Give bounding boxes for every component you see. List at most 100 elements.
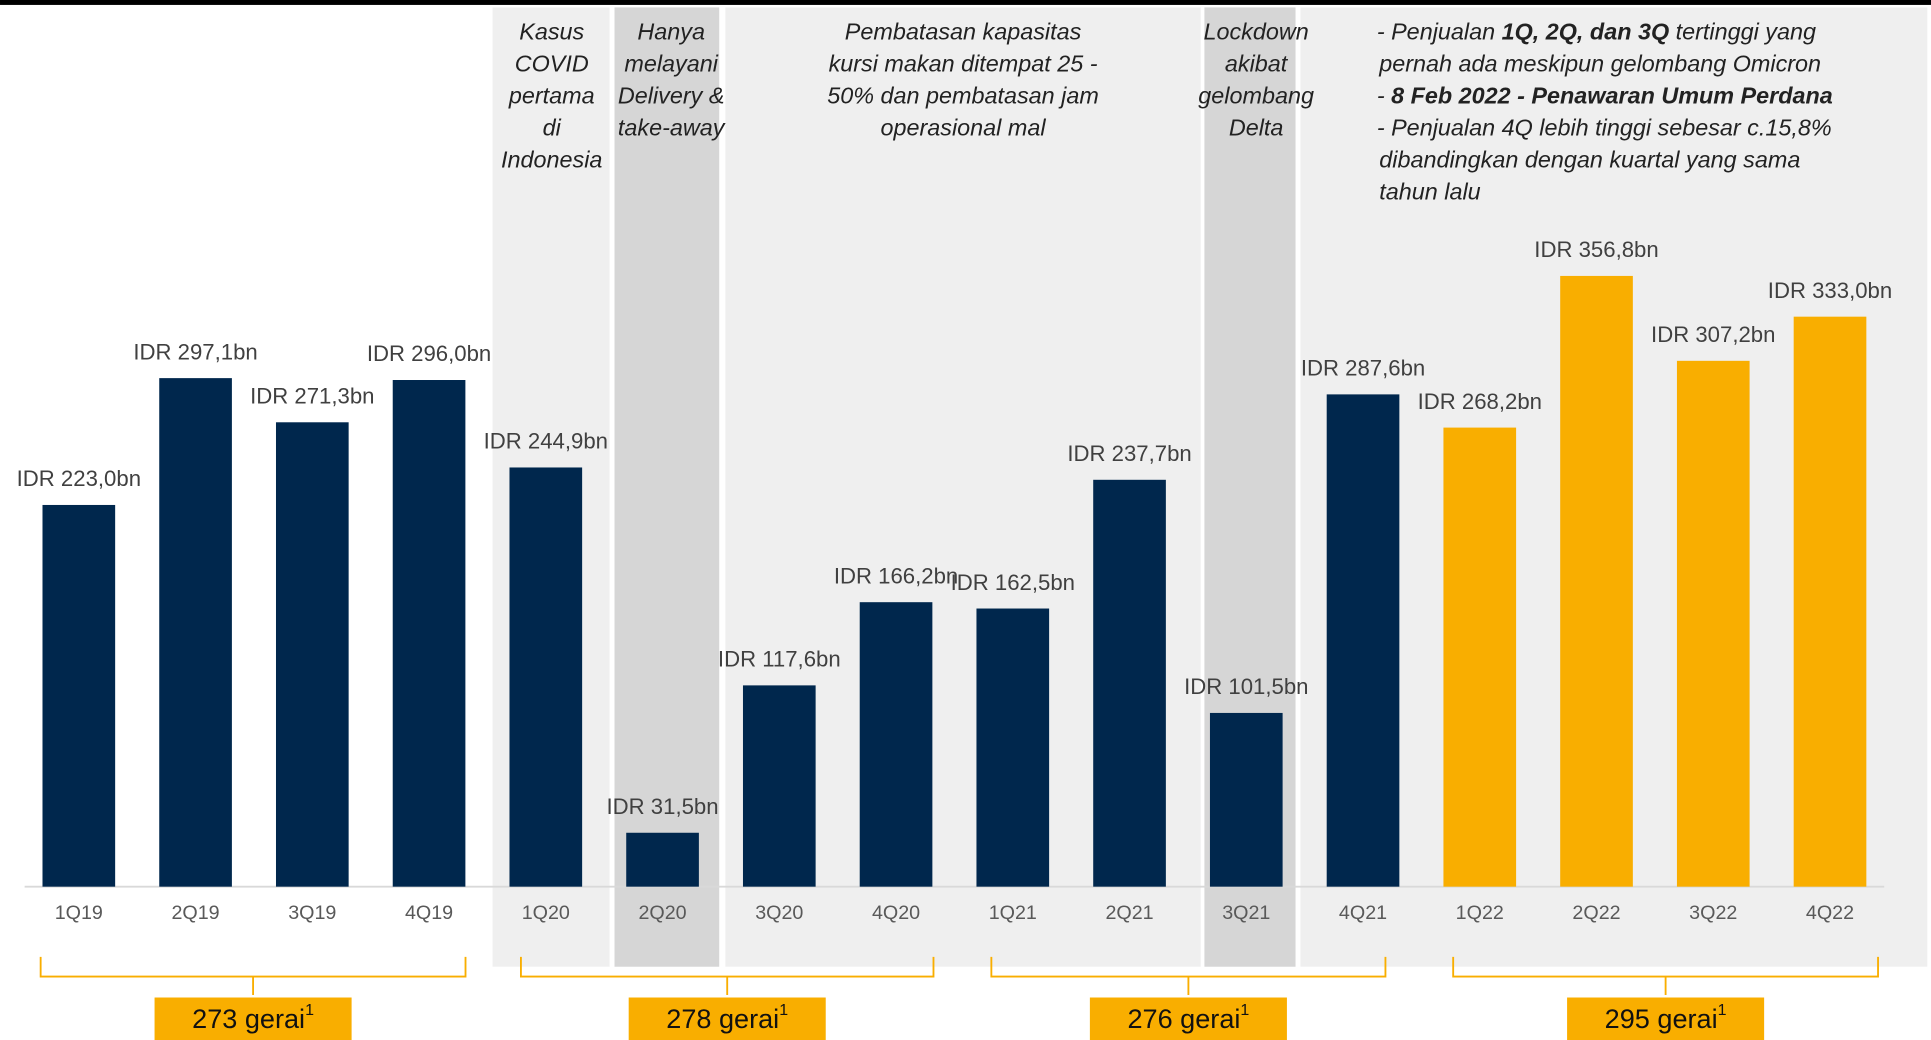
x-tick-label: 3Q22 xyxy=(1689,902,1737,924)
note-line: pernah ada meskipun gelombang Omicron xyxy=(1378,50,1821,76)
value-label: IDR 356,8bn xyxy=(1534,237,1658,262)
annotation: Delivery & xyxy=(618,82,725,108)
value-label: IDR 307,2bn xyxy=(1651,322,1775,347)
value-label: IDR 297,1bn xyxy=(133,339,257,364)
bar xyxy=(1326,394,1400,887)
bar xyxy=(42,504,116,887)
group-box xyxy=(628,997,826,1040)
annotation: take-away xyxy=(618,114,726,140)
annotation: gelombang xyxy=(1198,82,1314,108)
bar xyxy=(1209,712,1283,887)
x-tick-label: 2Q19 xyxy=(171,902,219,924)
x-tick-label: 3Q21 xyxy=(1222,902,1270,924)
note-line: tahun lalu xyxy=(1379,179,1480,205)
note-line: dibandingkan dengan kuartal yang sama xyxy=(1379,146,1800,172)
bar xyxy=(859,602,933,887)
note-part: - Penjualan xyxy=(1377,18,1502,44)
group-label: 273 gerai1 xyxy=(192,1002,314,1034)
annotation: Delta xyxy=(1229,114,1284,140)
annotation: Lockdown xyxy=(1204,18,1309,44)
x-tick-label: 1Q19 xyxy=(55,902,103,924)
x-tick-label: 1Q20 xyxy=(522,902,570,924)
group-label: 276 gerai1 xyxy=(1127,1002,1249,1034)
note-part: 1Q, 2Q, dan 3Q xyxy=(1502,18,1670,44)
x-tick-label: 2Q21 xyxy=(1105,902,1153,924)
bar xyxy=(509,467,583,887)
bracket xyxy=(1452,956,1879,996)
group-label: 278 gerai1 xyxy=(666,1002,788,1034)
annotation: 50% dan pembatasan jam xyxy=(827,82,1099,108)
annotation: operasional mal xyxy=(881,114,1047,140)
note-part: 8 Feb 2022 - Penawaran Umum Perdana xyxy=(1391,82,1833,108)
top-rule xyxy=(0,0,1931,5)
note-part: tahun lalu xyxy=(1379,179,1480,205)
annotation: pertama xyxy=(508,82,595,108)
group-label: 295 gerai1 xyxy=(1605,1002,1727,1034)
annotation: Kasus xyxy=(519,18,584,44)
value-label: IDR 31,5bn xyxy=(607,794,719,819)
bracket xyxy=(520,956,935,996)
note-part: pernah ada meskipun gelombang Omicron xyxy=(1378,50,1821,76)
bar xyxy=(626,832,699,887)
group-box xyxy=(1089,997,1287,1040)
note-line: - 8 Feb 2022 - Penawaran Umum Perdana xyxy=(1377,82,1833,108)
value-label: IDR 223,0bn xyxy=(17,466,141,491)
x-tick-label: 1Q22 xyxy=(1456,902,1504,924)
annotation: akibat xyxy=(1225,50,1289,76)
value-label: IDR 101,5bn xyxy=(1184,674,1308,699)
annotation: di xyxy=(543,114,562,140)
footnote: 1 xyxy=(1240,1002,1249,1019)
bracket xyxy=(39,956,467,996)
value-label: IDR 166,2bn xyxy=(834,563,958,588)
footnote: 1 xyxy=(1718,1002,1727,1019)
value-label: IDR 296,0bn xyxy=(367,341,491,366)
x-tick-label: 3Q20 xyxy=(755,902,803,924)
bar xyxy=(1793,316,1867,887)
bar xyxy=(275,422,349,887)
group-text: 295 gerai xyxy=(1605,1003,1718,1034)
x-tick-label: 3Q19 xyxy=(288,902,336,924)
annotation: Pembatasan kapasitas xyxy=(845,18,1082,44)
value-label: IDR 237,7bn xyxy=(1067,441,1191,466)
value-label: IDR 333,0bn xyxy=(1768,278,1892,303)
value-label: IDR 117,6bn xyxy=(718,647,841,672)
annotation: melayani xyxy=(624,50,718,76)
x-tick-label: 1Q21 xyxy=(989,902,1037,924)
footnote: 1 xyxy=(779,1002,788,1019)
footnote: 1 xyxy=(305,1002,314,1019)
bar xyxy=(392,380,466,887)
note-line: - Penjualan 1Q, 2Q, dan 3Q tertinggi yan… xyxy=(1377,18,1816,44)
group-text: 273 gerai xyxy=(192,1003,305,1034)
value-label: IDR 271,3bn xyxy=(250,384,374,409)
bar xyxy=(742,685,816,887)
value-label: IDR 287,6bn xyxy=(1301,356,1425,381)
note-line: - Penjualan 4Q lebih tinggi sebesar c.15… xyxy=(1377,114,1832,140)
value-label: IDR 162,5bn xyxy=(951,570,1075,595)
annotation: COVID xyxy=(515,50,589,76)
bar xyxy=(1443,427,1517,887)
bar xyxy=(1676,360,1750,887)
shade xyxy=(614,7,720,967)
value-label: IDR 268,2bn xyxy=(1418,389,1542,414)
group-text: 276 gerai xyxy=(1127,1003,1240,1034)
note-part: - xyxy=(1377,82,1391,108)
bar xyxy=(1560,275,1633,887)
bar xyxy=(1093,479,1166,887)
bar xyxy=(159,378,232,887)
annotation: Hanya xyxy=(637,18,705,44)
note-part: tertinggi yang xyxy=(1669,18,1816,44)
value-label: IDR 244,9bn xyxy=(484,429,608,454)
group-box xyxy=(154,997,352,1040)
group-box xyxy=(1567,997,1765,1040)
x-tick-label: 2Q20 xyxy=(638,902,686,924)
x-tick-label: 2Q22 xyxy=(1572,902,1620,924)
x-tick-label: 4Q22 xyxy=(1806,902,1854,924)
group-text: 278 gerai xyxy=(666,1003,779,1034)
x-tick-label: 4Q20 xyxy=(872,902,920,924)
note-part: dibandingkan dengan kuartal yang sama xyxy=(1379,146,1800,172)
x-tick-label: 4Q21 xyxy=(1339,902,1387,924)
bar xyxy=(976,608,1050,887)
annotation: kursi makan ditempat 25 - xyxy=(829,50,1098,76)
